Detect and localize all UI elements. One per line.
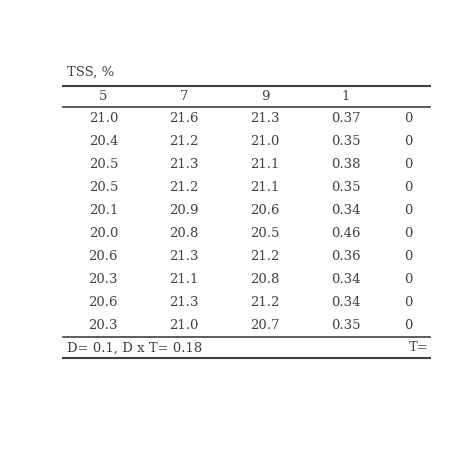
Text: 20.3: 20.3: [89, 319, 118, 332]
Text: 20.8: 20.8: [170, 227, 199, 240]
Text: 0: 0: [404, 273, 412, 286]
Text: 0: 0: [404, 250, 412, 263]
Text: 21.1: 21.1: [250, 181, 280, 194]
Text: 21.3: 21.3: [250, 112, 280, 125]
Text: 0.35: 0.35: [331, 319, 361, 332]
Text: 21.0: 21.0: [170, 319, 199, 332]
Text: 0.46: 0.46: [331, 227, 361, 240]
Text: 0.34: 0.34: [331, 296, 361, 309]
Text: 5: 5: [99, 90, 108, 103]
Text: 20.7: 20.7: [250, 319, 280, 332]
Text: 20.5: 20.5: [250, 227, 280, 240]
Text: 20.1: 20.1: [89, 204, 118, 217]
Text: 21.2: 21.2: [170, 181, 199, 194]
Text: 0: 0: [404, 296, 412, 309]
Text: 21.3: 21.3: [169, 250, 199, 263]
Text: 21.6: 21.6: [169, 112, 199, 125]
Text: D= 0.1, D x T= 0.18: D= 0.1, D x T= 0.18: [66, 341, 202, 354]
Text: 0: 0: [404, 181, 412, 194]
Text: 9: 9: [261, 90, 269, 103]
Text: 0.34: 0.34: [331, 273, 361, 286]
Text: 0: 0: [404, 204, 412, 217]
Text: 20.9: 20.9: [169, 204, 199, 217]
Text: 21.0: 21.0: [250, 135, 280, 148]
Text: 0.38: 0.38: [331, 158, 361, 171]
Text: 20.0: 20.0: [89, 227, 118, 240]
Text: 0.34: 0.34: [331, 204, 361, 217]
Text: 0: 0: [404, 319, 412, 332]
Text: 0: 0: [404, 227, 412, 240]
Text: T=: T=: [409, 341, 428, 354]
Text: TSS, %: TSS, %: [66, 66, 114, 79]
Text: 21.2: 21.2: [170, 135, 199, 148]
Text: 21.2: 21.2: [250, 296, 280, 309]
Text: 0.37: 0.37: [331, 112, 361, 125]
Text: 20.4: 20.4: [89, 135, 118, 148]
Text: 20.3: 20.3: [89, 273, 118, 286]
Text: 0.35: 0.35: [331, 135, 361, 148]
Text: 1: 1: [342, 90, 350, 103]
Text: 20.6: 20.6: [250, 204, 280, 217]
Text: 0: 0: [404, 135, 412, 148]
Text: 21.1: 21.1: [170, 273, 199, 286]
Text: 0: 0: [404, 158, 412, 171]
Text: 21.0: 21.0: [89, 112, 118, 125]
Text: 21.3: 21.3: [169, 158, 199, 171]
Text: 20.5: 20.5: [89, 158, 118, 171]
Text: 20.8: 20.8: [250, 273, 280, 286]
Text: 21.1: 21.1: [250, 158, 280, 171]
Text: 0.35: 0.35: [331, 181, 361, 194]
Text: 21.3: 21.3: [169, 296, 199, 309]
Text: 21.2: 21.2: [250, 250, 280, 263]
Text: 20.6: 20.6: [89, 296, 118, 309]
Text: 0.36: 0.36: [331, 250, 361, 263]
Text: 20.6: 20.6: [89, 250, 118, 263]
Text: 20.5: 20.5: [89, 181, 118, 194]
Text: 7: 7: [180, 90, 188, 103]
Text: 0: 0: [404, 112, 412, 125]
